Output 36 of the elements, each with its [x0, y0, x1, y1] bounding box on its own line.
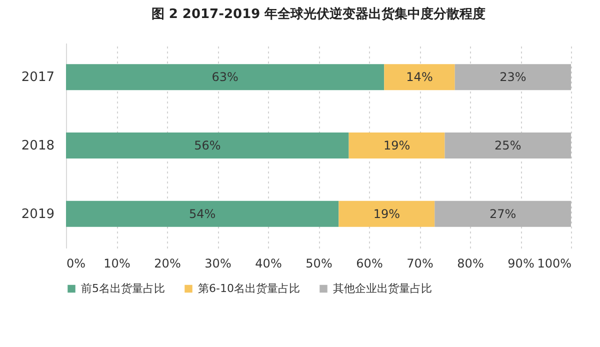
x-tick-label: 30% [204, 256, 232, 270]
bar [66, 200, 339, 227]
chart-title: 图 2 2017-2019 年全球光伏逆变器出货集中度分散程度 [151, 6, 486, 22]
x-tick-label: 100% [537, 256, 572, 270]
bar [66, 132, 349, 158]
data-label: 25% [494, 138, 522, 152]
x-tick-label: 60% [356, 256, 383, 270]
data-label: 19% [383, 138, 410, 152]
data-label: 54% [189, 206, 216, 221]
bar [434, 200, 571, 227]
x-tick-label: 40% [255, 256, 282, 270]
data-label: 19% [373, 206, 400, 221]
x-tick-label: 10% [104, 256, 130, 270]
y-tick-label: 2017 [21, 70, 54, 86]
y-tick-label: 2019 [21, 206, 54, 222]
data-label: 14% [406, 70, 433, 84]
x-tick-label: 80% [457, 256, 484, 270]
x-tick-label: 50% [306, 256, 332, 270]
data-label: 23% [500, 70, 526, 84]
x-tick-label: 20% [154, 256, 181, 270]
bar [454, 64, 571, 90]
legend-label: 前5名出货量占比 [81, 282, 165, 295]
bar [338, 200, 435, 227]
bar [348, 132, 445, 158]
x-tick-label: 70% [406, 256, 434, 270]
x-tick-label: 90% [508, 256, 534, 270]
bar [444, 132, 571, 158]
bar [66, 64, 384, 90]
x-tick-label: 0% [66, 256, 86, 270]
legend-label: 第6-10名出货量占比 [198, 282, 300, 295]
data-label: 27% [489, 206, 516, 221]
data-label: 63% [212, 70, 238, 84]
legend-label: 其他企业出货量占比 [333, 282, 432, 295]
y-tick-label: 2018 [21, 138, 54, 154]
data-label: 56% [194, 138, 221, 152]
bar [384, 64, 455, 90]
